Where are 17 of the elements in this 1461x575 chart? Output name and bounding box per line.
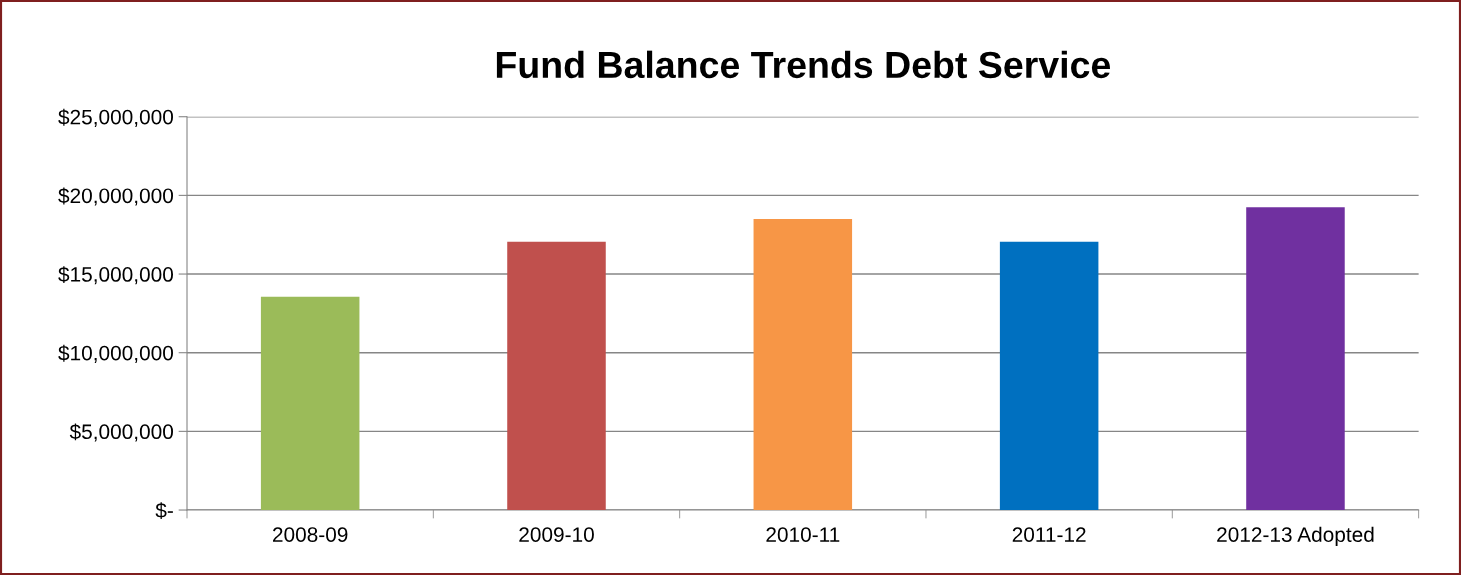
- x-tick-label: 2010-11: [766, 527, 840, 542]
- y-tick-label: $25,000,000: [58, 108, 174, 127]
- bar: [999, 241, 1099, 511]
- y-tick-label: $-: [155, 502, 173, 520]
- y-tick-label: $15,000,000: [58, 266, 174, 285]
- bar: [753, 218, 853, 511]
- x-tick-label: 2011-12: [1012, 527, 1086, 542]
- y-tick-label: $20,000,000: [58, 187, 174, 206]
- bar: [507, 241, 606, 511]
- bar: [260, 296, 360, 511]
- bar: [1246, 207, 1345, 511]
- x-tick-label: 2009-10: [519, 527, 594, 542]
- y-tick-label: $10,000,000: [58, 344, 174, 363]
- chart-title: Fund Balance Trends Debt Service: [496, 50, 1110, 79]
- y-tick-label: $5,000,000: [69, 423, 174, 442]
- x-tick-label: 2012-13 Adopted: [1217, 526, 1374, 547]
- x-tick-label: 2008-09: [272, 527, 348, 542]
